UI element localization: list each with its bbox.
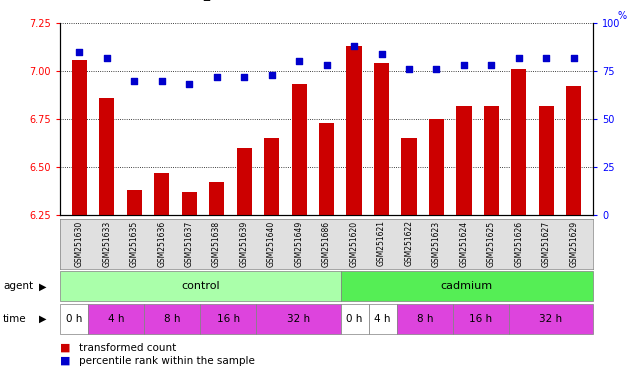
Text: GSM251636: GSM251636 xyxy=(157,220,166,266)
Point xyxy=(102,55,112,61)
Point xyxy=(377,51,387,57)
Point xyxy=(184,81,194,88)
Text: GSM251637: GSM251637 xyxy=(185,220,194,266)
Bar xyxy=(99,98,114,215)
Bar xyxy=(72,60,86,215)
Text: 8 h: 8 h xyxy=(416,314,433,324)
Text: ■: ■ xyxy=(60,356,71,366)
Text: transformed count: transformed count xyxy=(79,343,176,353)
Point xyxy=(459,62,469,68)
Text: GSM251623: GSM251623 xyxy=(432,220,441,266)
Text: GSM251627: GSM251627 xyxy=(542,220,551,266)
Text: 16 h: 16 h xyxy=(217,314,240,324)
Text: GSM251635: GSM251635 xyxy=(129,220,139,266)
Text: GSM251626: GSM251626 xyxy=(514,220,524,266)
Text: GSM251686: GSM251686 xyxy=(322,220,331,266)
Text: GSM251638: GSM251638 xyxy=(212,220,221,266)
Text: GSM251633: GSM251633 xyxy=(102,220,111,266)
Point xyxy=(211,74,221,80)
Bar xyxy=(154,173,169,215)
Bar xyxy=(401,138,416,215)
Bar xyxy=(456,106,471,215)
Point xyxy=(569,55,579,61)
Text: control: control xyxy=(181,281,220,291)
Text: GSM251624: GSM251624 xyxy=(459,220,468,266)
Point xyxy=(541,55,551,61)
Point xyxy=(239,74,249,80)
Point xyxy=(432,66,442,72)
Bar xyxy=(319,123,334,215)
Text: ▶: ▶ xyxy=(39,314,47,324)
Text: GSM251649: GSM251649 xyxy=(295,220,304,266)
Bar xyxy=(429,119,444,215)
Bar xyxy=(567,86,581,215)
Text: GSM251620: GSM251620 xyxy=(350,220,358,266)
Bar xyxy=(374,63,389,215)
Point xyxy=(349,43,359,49)
Point xyxy=(156,78,167,84)
Point xyxy=(266,72,276,78)
Text: percentile rank within the sample: percentile rank within the sample xyxy=(79,356,255,366)
Point xyxy=(322,62,332,68)
Text: 32 h: 32 h xyxy=(540,314,563,324)
Bar xyxy=(127,190,142,215)
Text: 0 h: 0 h xyxy=(66,314,82,324)
Text: 16 h: 16 h xyxy=(469,314,492,324)
Bar xyxy=(292,84,307,215)
Text: cadmium: cadmium xyxy=(441,281,493,291)
Text: GSM251621: GSM251621 xyxy=(377,220,386,266)
Text: 8 h: 8 h xyxy=(164,314,180,324)
Text: GSM251622: GSM251622 xyxy=(404,220,413,266)
Text: 4 h: 4 h xyxy=(374,314,391,324)
Text: ■: ■ xyxy=(60,343,71,353)
Bar xyxy=(346,46,362,215)
Bar xyxy=(264,138,279,215)
Bar xyxy=(511,69,526,215)
Bar xyxy=(209,182,224,215)
Point xyxy=(487,62,497,68)
Text: 4 h: 4 h xyxy=(108,314,124,324)
Text: GSM251639: GSM251639 xyxy=(240,220,249,266)
Text: time: time xyxy=(3,314,27,324)
Text: agent: agent xyxy=(3,281,33,291)
Y-axis label: %: % xyxy=(618,11,627,21)
Bar xyxy=(484,106,499,215)
Point xyxy=(74,49,84,55)
Text: ▶: ▶ xyxy=(39,281,47,291)
Point xyxy=(294,58,304,65)
Text: GSM251630: GSM251630 xyxy=(74,220,84,266)
Bar xyxy=(237,148,252,215)
Text: GSM251625: GSM251625 xyxy=(487,220,496,266)
Bar xyxy=(182,192,197,215)
Point xyxy=(129,78,139,84)
Point xyxy=(404,66,414,72)
Text: GSM251629: GSM251629 xyxy=(569,220,579,266)
Text: GSM251640: GSM251640 xyxy=(267,220,276,266)
Point xyxy=(514,55,524,61)
Text: 32 h: 32 h xyxy=(287,314,310,324)
Text: 0 h: 0 h xyxy=(346,314,363,324)
Bar xyxy=(539,106,554,215)
